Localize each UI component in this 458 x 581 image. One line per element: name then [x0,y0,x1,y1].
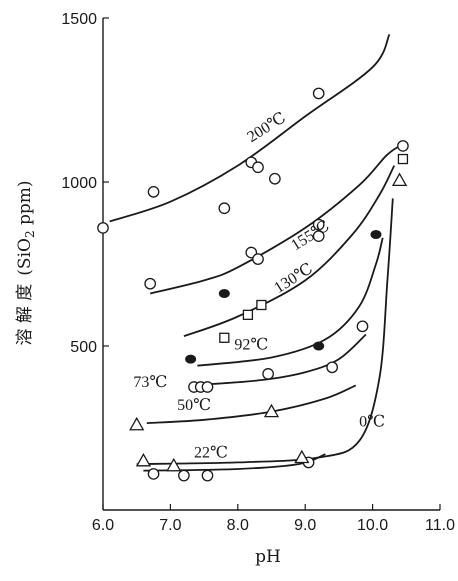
data-point-circle [269,172,281,185]
axis-titles: pH 溶 解 度 (SiO2 ppm) [15,180,281,567]
y-tick-label: 1000 [61,175,97,192]
data-point-square [256,299,267,311]
x-tick-label: 8.0 [227,517,249,534]
markers [97,87,409,482]
data-point-circle [262,368,274,380]
curve-label-2: 130℃ [271,260,316,297]
data-point-circle [312,218,325,231]
data-point-circle [144,277,157,290]
x-tick-label: 10.0 [357,517,388,534]
data-point-circle [252,161,264,174]
x-tick-label: 7.0 [159,517,181,534]
curve-label-3: 92℃ [234,336,268,353]
x-tick-label: 11.0 [425,517,455,534]
y-axis-title: 溶 解 度 (SiO2 ppm) [15,180,37,345]
data-point-triangle [294,449,310,464]
data-point-circle [178,469,190,482]
data-point-filled-circle [185,354,197,364]
y-axis-title-unit-subscript: 2 [23,230,37,238]
data-point-filled-circle [218,289,230,299]
series-line-3 [197,237,384,367]
data-point-circle [312,87,325,100]
data-point-circle [201,381,214,393]
data-point-triangle [263,403,280,418]
y-axis-title-main: 溶 解 度 [15,284,35,346]
x-tick-label: 6.0 [92,517,114,534]
series-line-0 [109,33,391,223]
curve-label-7: 0℃ [359,413,385,430]
data-point-circle [326,361,339,374]
series-line-1 [149,145,401,295]
data-point-square [219,332,230,343]
data-point-square [397,153,409,165]
y-tick-label: 1500 [61,11,97,28]
data-point-circle [201,469,214,482]
x-tick-label: 9.0 [294,517,316,534]
tick-labels: 6.0 7.0 8.0 9.0 10.0 11.0 500 1000 1500 [61,11,455,534]
series-line-2 [183,165,396,338]
data-point-triangle [129,416,145,431]
data-point-circle [147,185,160,198]
y-axis-title-unit-prefix: (SiO [15,238,35,276]
axes [102,17,441,511]
data-point-triangle [135,452,152,467]
data-point-filled-circle [313,341,325,351]
curve-label-6: 22℃ [194,445,228,462]
data-point-circle [97,222,109,234]
data-point-circle [218,202,231,215]
data-point-circle [252,253,264,265]
curve-label-5: 50℃ [177,397,211,414]
data-point-circle [397,140,409,152]
data-point-triangle [166,457,182,472]
curve-label-0: 200℃ [244,109,289,146]
data-point-circle [312,230,325,242]
curve-label-4: 73℃ [133,374,167,391]
data-point-circle [356,320,369,333]
data-point-triangle [391,172,408,187]
series-line-7 [136,198,394,465]
x-axis-title: pH [255,547,281,567]
curve-label-1: 155℃ [288,218,333,255]
series-line-4 [190,333,367,387]
y-tick-label: 500 [70,339,97,356]
data-point-filled-circle [370,229,382,239]
y-axis-title-unit-suffix: ppm) [15,180,35,230]
data-point-square [242,309,254,320]
data-point-circle [147,468,160,480]
